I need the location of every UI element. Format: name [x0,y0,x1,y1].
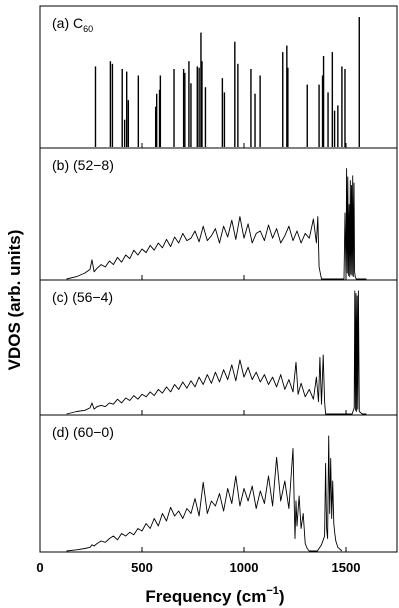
panels-group: (a) C60 (b) (52−8) (c) (56−4) (d) (60−0) [39,5,398,553]
panel-label: (a) C60 [52,15,93,34]
y-axis-title: VDOS (arb. units) [5,230,24,371]
panel-label-text: (d) (60−0) [52,424,114,440]
x-tick-label: 1500 [332,560,361,575]
x-tick-labels: 0 500 1000 1500 [36,560,360,575]
panel-label: (b) (52−8) [52,157,114,173]
panel-a: (a) C60 [39,5,398,149]
x-tick-label: 1000 [230,560,259,575]
panel-label: (d) (60−0) [52,424,114,440]
vdos-series-line [66,290,367,415]
panel-label-text: (b) (52−8) [52,157,114,173]
x-axis-title-main: Frequency (cm [145,587,266,606]
panel-frame [39,5,398,149]
x-axis-title-end: ) [279,587,285,606]
panel-label: (c) (56−4) [52,289,113,305]
panel-d: (d) (60−0) [39,414,398,553]
panel-c: (c) (56−4) [39,279,398,416]
x-axis-title-superscript: −1 [266,585,279,597]
panel-b: (b) (52−8) [39,147,398,281]
vdos-series-line [66,435,343,552]
panel-label-subscript: 60 [83,24,93,34]
panel-label-text: (a) C [52,15,83,31]
x-axis-title: Frequency (cm−1) [145,585,284,606]
x-tick-label: 500 [131,560,153,575]
panel-frame [39,414,398,553]
vdos-series-line [66,168,367,280]
x-tick-label: 0 [36,560,43,575]
panel-label-text: (c) (56−4) [52,289,113,305]
